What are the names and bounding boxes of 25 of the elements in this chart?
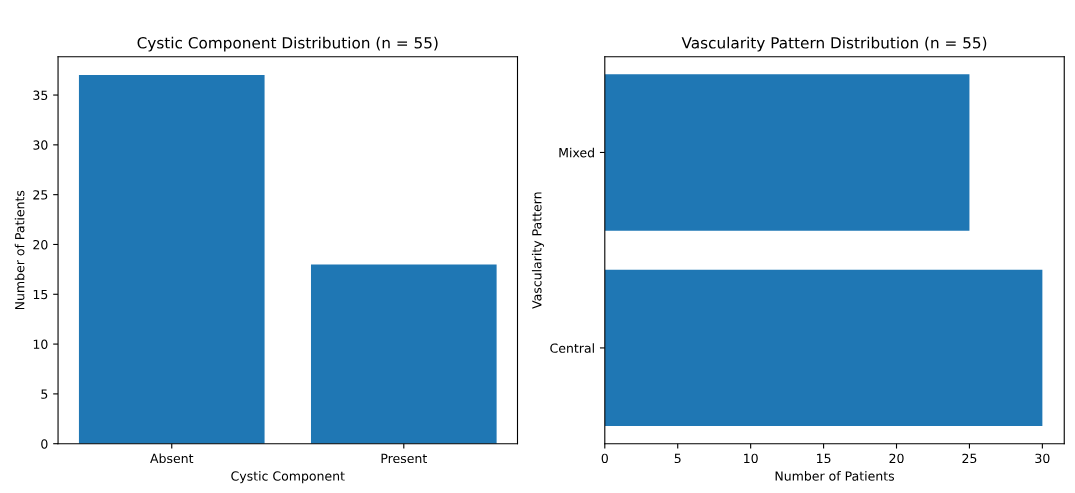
x-axis-title: Cystic Component (231, 471, 345, 484)
x-tick-label: 20 (889, 453, 904, 464)
y-tick-label: 15 (33, 289, 48, 300)
y-tick-label: 10 (33, 339, 48, 350)
x-tick-label: Absent (150, 453, 194, 464)
y-tick-label: 0 (41, 439, 48, 449)
y-tick-label: 35 (33, 90, 48, 100)
x-axis-title: Number of Patients (775, 471, 895, 481)
x-tick-label: 10 (744, 453, 758, 464)
y-tick-label: 20 (33, 239, 48, 250)
y-tick-label: Mixed (559, 147, 594, 158)
y-axis-title: Vascularity Pattern (531, 192, 545, 309)
x-tick-label: 15 (817, 453, 831, 464)
x-tick-label: 25 (962, 453, 977, 464)
chart-title: Vascularity Pattern Distribution (n = 55) (681, 36, 987, 52)
y-tick-label: 5 (41, 389, 48, 399)
y-tick-label: 30 (33, 140, 48, 150)
y-tick-label: Central (550, 343, 594, 353)
x-tick-label: Present (381, 453, 427, 464)
y-tick-label: 25 (33, 190, 48, 200)
y-axis-title: Number of Patients (14, 190, 25, 310)
x-tick-label: 30 (1035, 453, 1050, 464)
chart-title: Cystic Component Distribution (n = 55) (137, 36, 438, 52)
x-tick-label: 0 (601, 453, 608, 464)
x-tick-label: 5 (674, 453, 681, 464)
